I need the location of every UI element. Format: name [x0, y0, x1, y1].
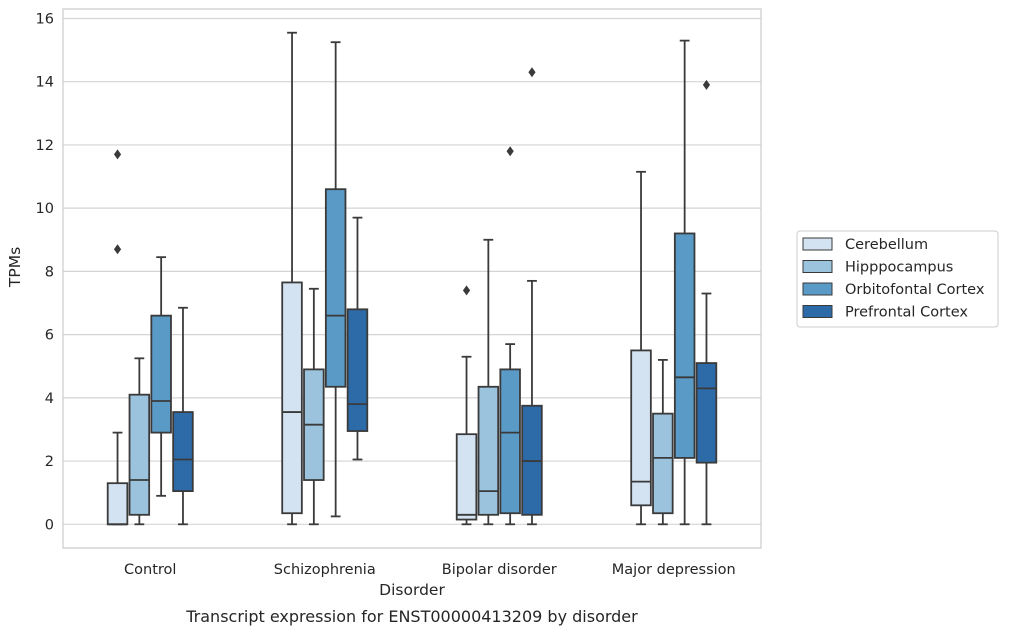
box-plot — [630, 170, 652, 526]
box-plot — [106, 149, 129, 526]
box — [346, 308, 369, 432]
x-tick-label: Schizophrenia — [274, 562, 376, 578]
outlier-point — [506, 146, 514, 157]
box — [324, 188, 347, 388]
box — [172, 411, 194, 492]
legend-label: Hipppocampus — [845, 260, 953, 276]
box — [150, 314, 172, 434]
series-orbitofontal-cortex — [150, 39, 696, 526]
y-tick-label: 12 — [36, 138, 54, 154]
legend-swatch — [802, 260, 833, 273]
outlier-point — [462, 285, 471, 296]
box — [695, 362, 718, 464]
legend-label: Orbitofontal Cortex — [845, 282, 985, 298]
y-tick-label: 4 — [45, 391, 54, 407]
box — [128, 393, 151, 516]
series-prefrontal-cortex — [172, 67, 718, 526]
legend-frame — [796, 230, 999, 328]
box-plot — [150, 256, 172, 497]
y-tick-label: 6 — [45, 328, 54, 344]
legend: Cerebellum Hipppocampus Orbitofontal Corte… — [796, 230, 999, 328]
y-tick-label: 0 — [45, 517, 54, 533]
legend-swatch — [802, 237, 833, 251]
box-plot — [281, 31, 303, 526]
box-plot — [521, 67, 543, 526]
box-plot — [477, 238, 500, 526]
series-hipppocampus — [128, 238, 674, 526]
x-axis-label: Disorder — [379, 581, 445, 599]
outlier-point — [528, 67, 536, 78]
outlier-point — [113, 149, 122, 160]
y-tick-label: 16 — [36, 11, 54, 27]
y-tick-labels: 0 2 4 6 8 10 12 14 16 — [36, 11, 54, 533]
box — [630, 349, 652, 507]
box — [106, 482, 129, 526]
box — [673, 232, 696, 459]
y-tick-label: 8 — [45, 264, 54, 280]
box-plot — [455, 285, 478, 526]
box — [477, 385, 500, 516]
chart-caption: Transcript expression for ENST0000041320… — [185, 607, 638, 626]
x-tick-labels: Control Schizophrenia Bipolar disorder Majo… — [124, 562, 736, 578]
outlier-point — [113, 244, 122, 255]
box — [455, 433, 478, 521]
plot-frame — [62, 8, 762, 549]
y-tick-label: 2 — [45, 454, 54, 470]
box-plot — [695, 79, 718, 526]
y-tick-label: 10 — [36, 201, 54, 217]
x-tick-label: Bipolar disorder — [442, 562, 557, 578]
x-tick-label: Control — [124, 562, 176, 578]
box — [652, 412, 674, 515]
box-plot — [499, 146, 521, 526]
box-plot — [673, 39, 696, 526]
box — [499, 368, 521, 515]
box-plot — [652, 359, 674, 526]
box-plot — [172, 306, 194, 526]
legend-label: Prefrontal Cortex — [845, 305, 968, 321]
x-tick-label: Major depression — [612, 562, 736, 578]
box-plot-series — [106, 31, 718, 526]
box-plot — [346, 216, 369, 461]
outlier-point — [702, 79, 711, 90]
legend-label: Cerebellum — [845, 237, 928, 253]
legend-swatch — [802, 305, 833, 318]
legend-swatch — [802, 282, 833, 296]
series-cerebellum — [106, 31, 652, 526]
box — [281, 281, 303, 515]
box-plot — [303, 287, 325, 526]
box-plot — [128, 357, 151, 526]
y-axis-label: TPMs — [6, 247, 24, 288]
y-tick-label: 14 — [36, 75, 54, 91]
box-plot — [324, 41, 347, 518]
